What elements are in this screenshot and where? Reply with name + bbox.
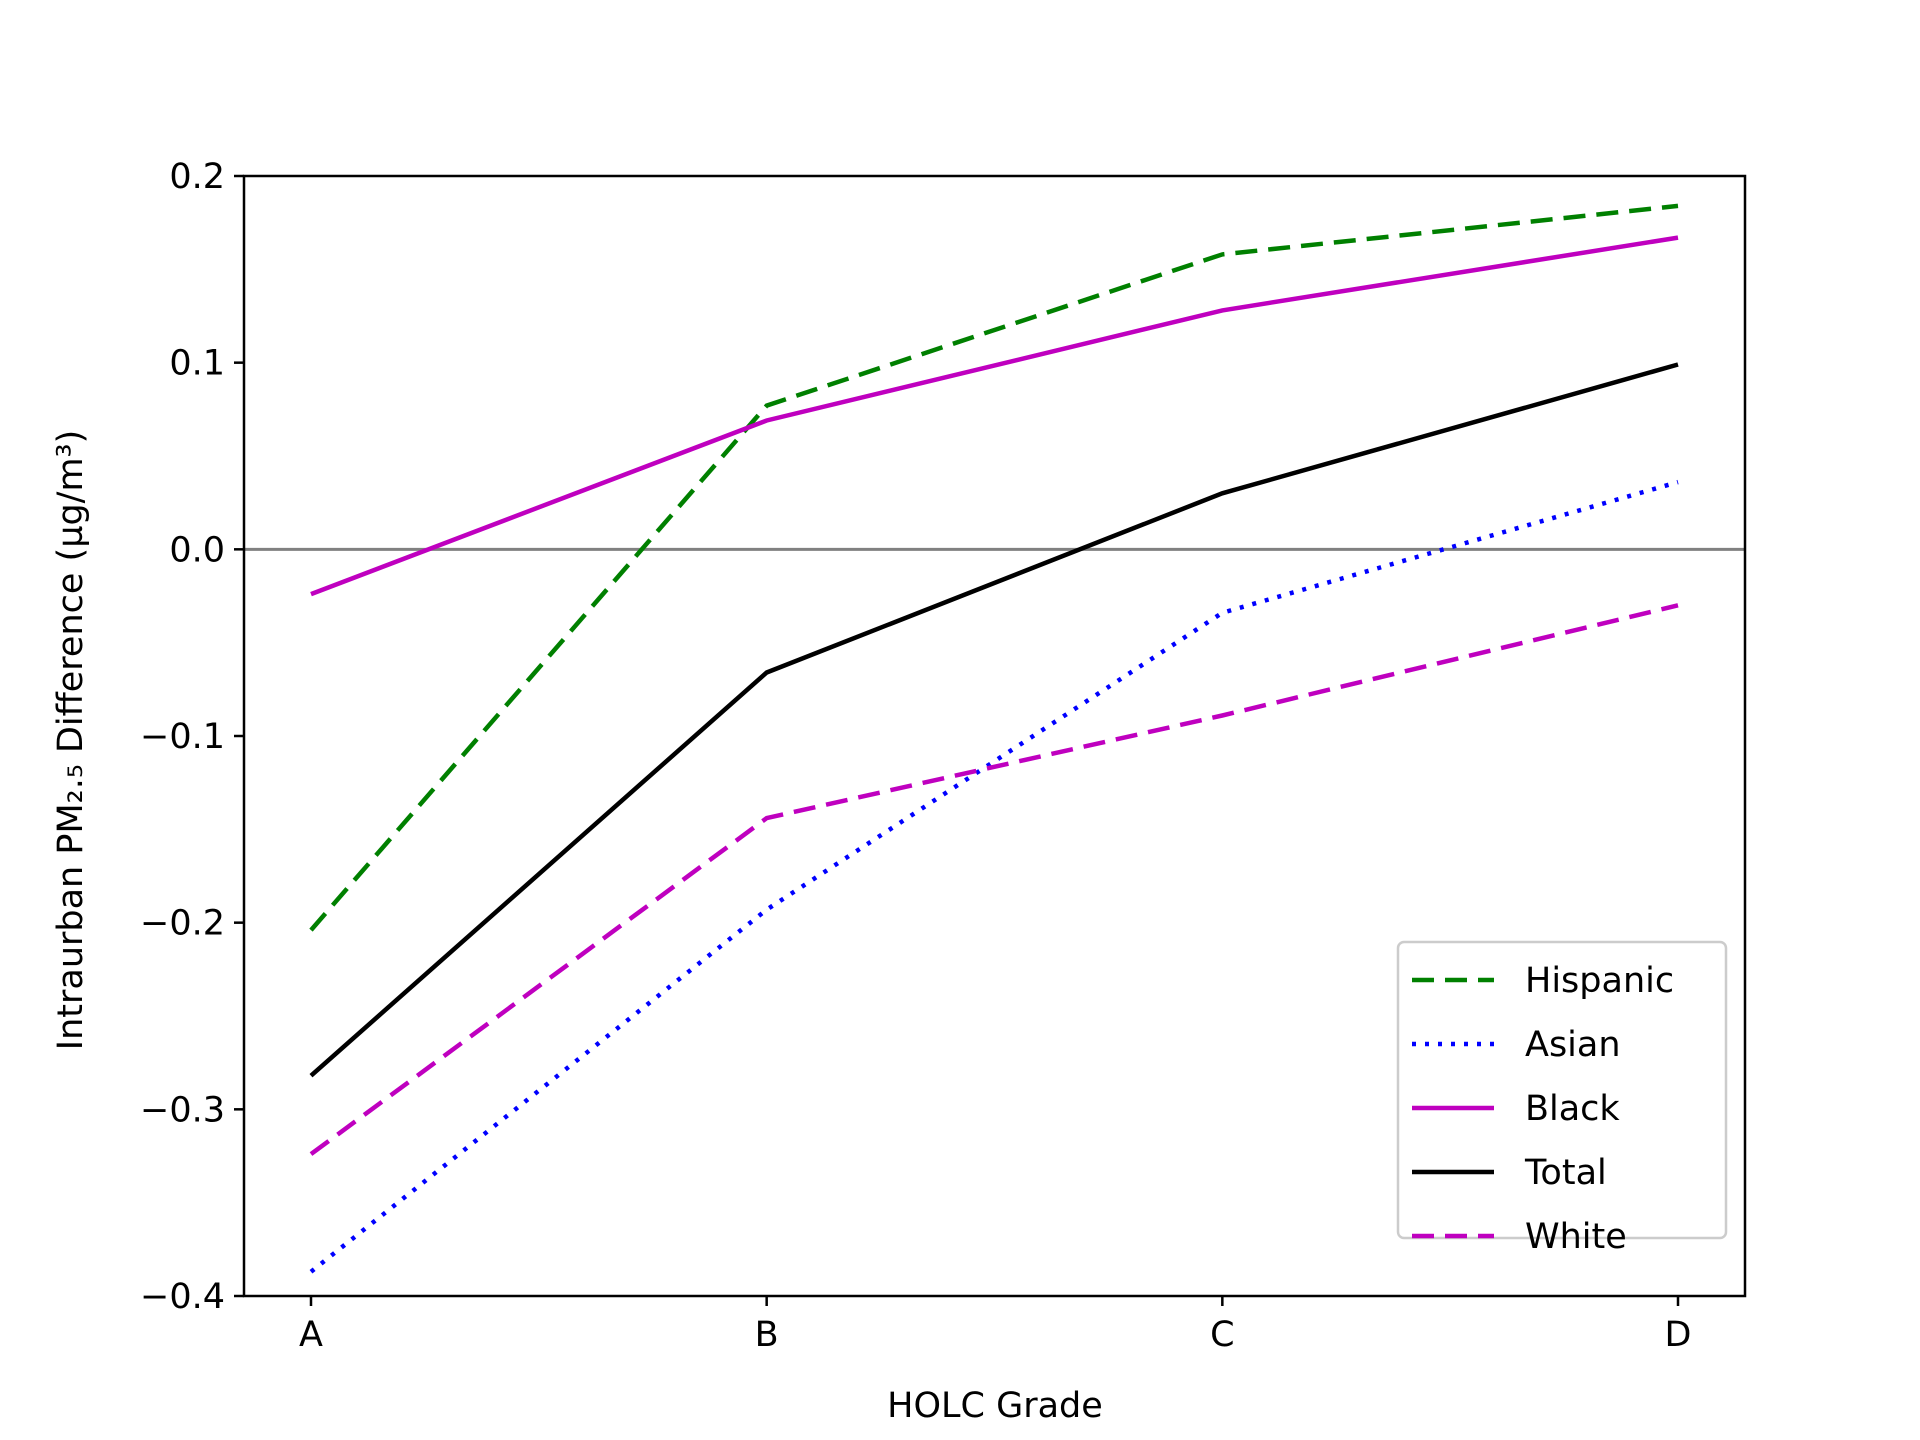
axes-layer: −0.4 −0.3 −0.2 −0.1 0.0 0.1 0.2 A B C D: [140, 157, 1747, 1355]
legend-label-hispanic: Hispanic: [1525, 961, 1674, 1001]
legend-box: [1396, 940, 1728, 1240]
x-tick-label: B: [755, 1315, 779, 1355]
y-tick-label: 0.0: [169, 530, 225, 570]
series-line-white: [309, 603, 1679, 1156]
series-line-total: [309, 362, 1679, 1078]
y-tick-label: 0.1: [169, 344, 225, 384]
y-tick-label: −0.2: [140, 904, 225, 944]
legend: Hispanic Asian Black Total White: [1396, 940, 1728, 1257]
series-line-hispanic: [309, 203, 1679, 932]
x-tick-label: C: [1210, 1315, 1234, 1355]
series-layer: [244, 203, 1745, 1274]
series-line-black: [310, 235, 1679, 597]
x-tick-label: A: [299, 1315, 323, 1355]
legend-label-black: Black: [1525, 1089, 1620, 1129]
legend-label-total: Total: [1524, 1153, 1607, 1193]
y-tick-label: 0.2: [169, 157, 225, 197]
x-axis-label: HOLC Grade: [887, 1386, 1103, 1426]
y-axis-label: Intraurban PM₂.₅ Difference (µg/m³): [51, 430, 91, 1051]
y-tick-label: −0.3: [140, 1090, 225, 1130]
y-tick-label: −0.4: [140, 1277, 225, 1317]
legend-label-white: White: [1525, 1217, 1627, 1257]
legend-label-asian: Asian: [1525, 1025, 1621, 1065]
y-tick-label: −0.1: [140, 717, 225, 757]
x-tick-label: D: [1665, 1315, 1692, 1355]
